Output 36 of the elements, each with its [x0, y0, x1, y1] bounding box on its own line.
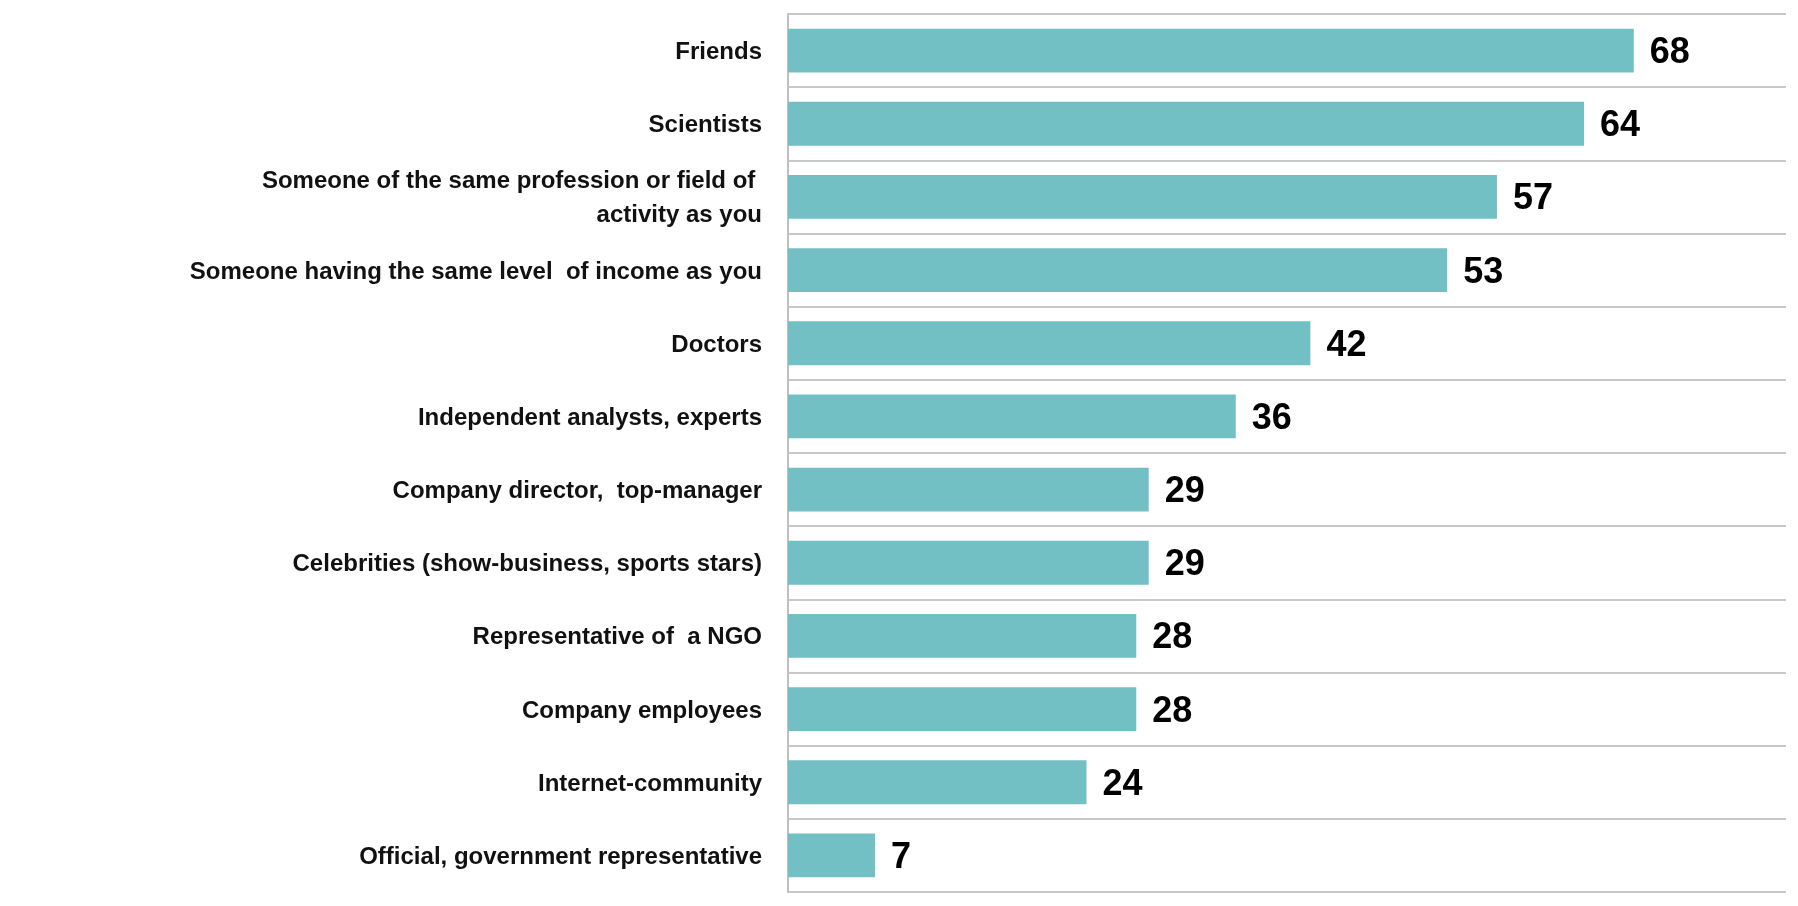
data-label: 28	[1152, 615, 1193, 657]
y-tick-label: Celebrities (show-business, sports stars)	[292, 549, 762, 577]
bar	[788, 321, 1311, 366]
data-label: 36	[1251, 395, 1292, 437]
y-tick-label: Someone of the same profession or field of activity as you	[261, 166, 762, 228]
bar	[788, 467, 1149, 512]
data-label: 24	[1102, 761, 1143, 803]
data-label: 7	[891, 834, 912, 876]
bar	[788, 760, 1087, 805]
bar	[788, 613, 1137, 658]
data-label: 28	[1152, 688, 1193, 730]
data-label: 64	[1600, 103, 1641, 145]
bar	[788, 101, 1585, 146]
y-tick-label: Company employees	[521, 695, 762, 723]
bar	[788, 394, 1236, 439]
y-tick-label: Doctors	[671, 329, 762, 357]
bar	[788, 28, 1634, 73]
bar	[788, 833, 876, 878]
y-tick-label: Representative of a NGO	[472, 622, 762, 650]
bar	[788, 174, 1497, 219]
data-label: 68	[1649, 30, 1690, 72]
y-tick-label: Internet-community	[537, 768, 763, 796]
y-tick-label: Independent analysts, experts	[417, 402, 762, 430]
y-tick-label: Official, government representative	[359, 841, 762, 869]
y-tick-label: Company director, top-manager	[392, 476, 762, 504]
data-label: 29	[1164, 542, 1205, 584]
y-tick-label: Someone having the same level of income as you	[189, 256, 762, 284]
bar	[788, 248, 1448, 293]
data-label: 29	[1164, 469, 1205, 511]
data-label: 42	[1326, 322, 1367, 364]
bar	[788, 540, 1149, 585]
y-tick-label: Friends	[675, 37, 762, 65]
bar	[788, 687, 1137, 732]
data-label: 53	[1463, 249, 1504, 291]
y-tick-label: Scientists	[648, 110, 762, 138]
data-label: 57	[1512, 176, 1553, 218]
